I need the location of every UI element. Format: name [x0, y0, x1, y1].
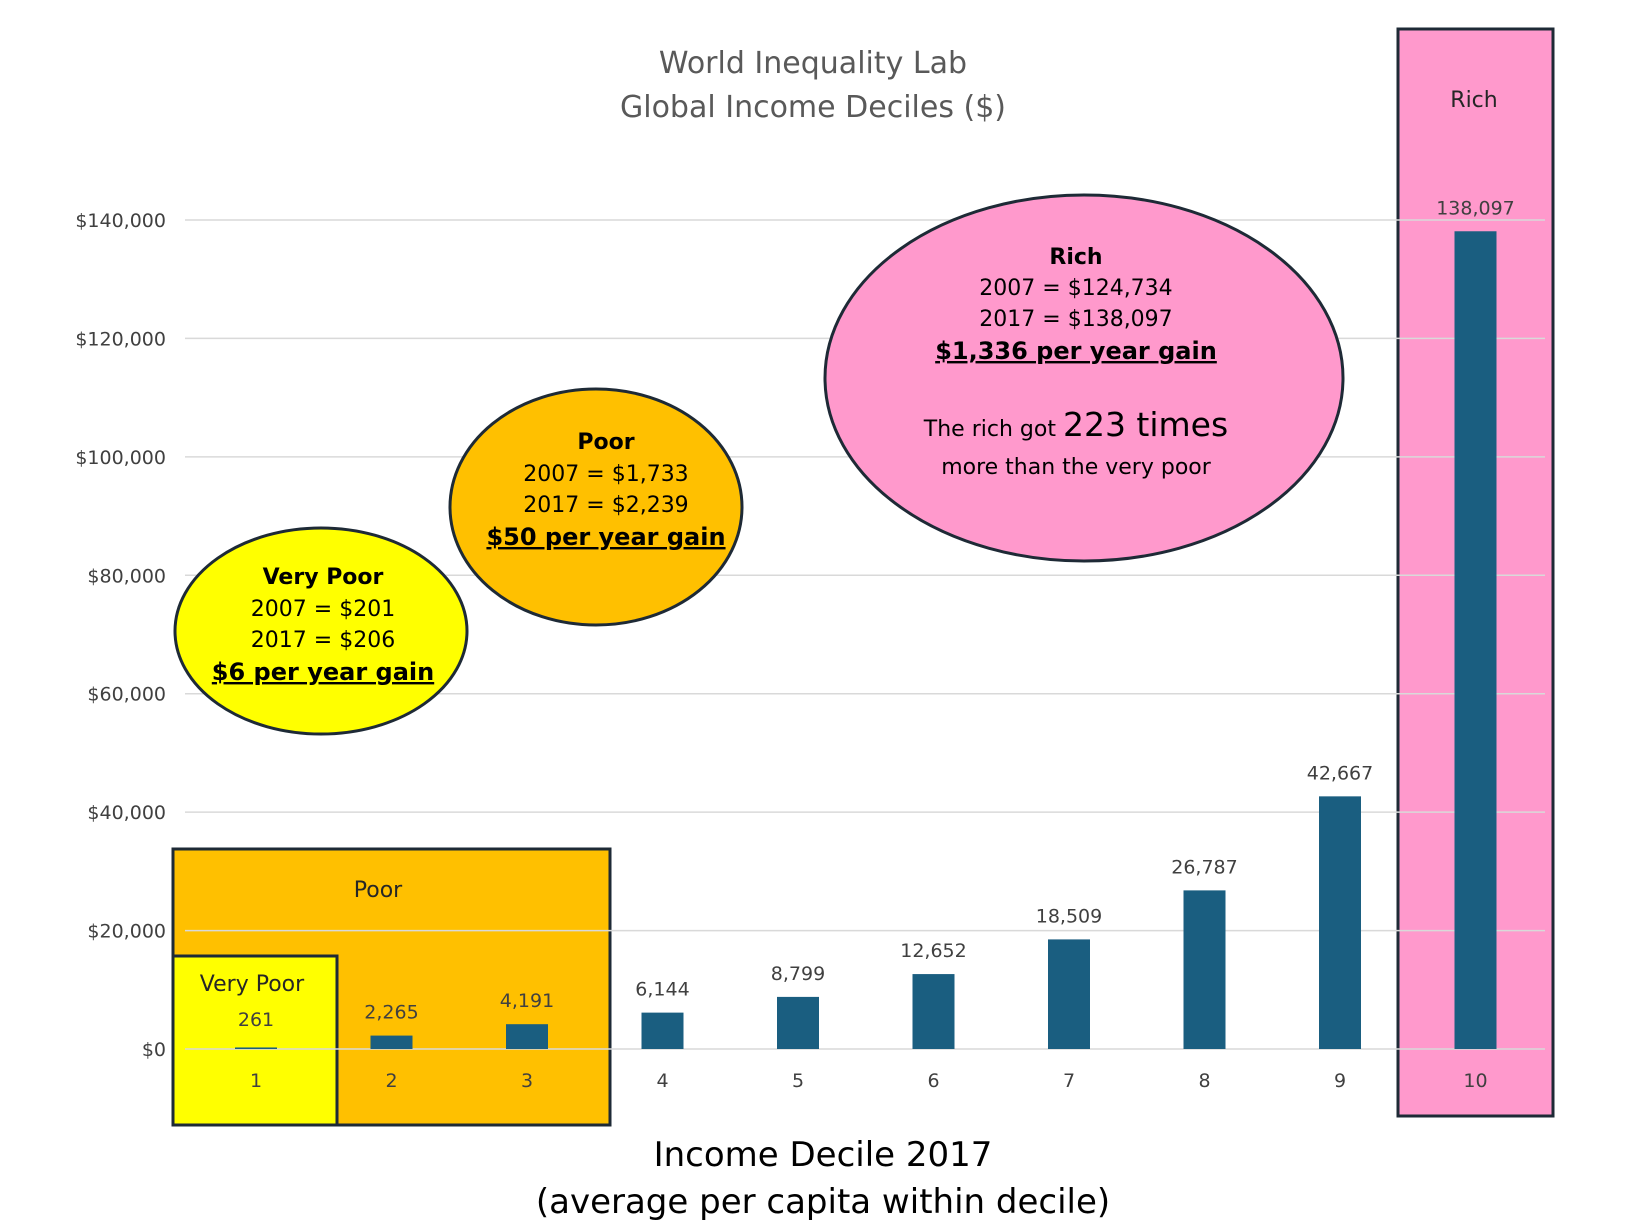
- bar-decile-3: [506, 1024, 548, 1049]
- poor-gain: $50 per year gain: [486, 523, 725, 551]
- x-tick-label: 10: [1463, 1070, 1487, 1092]
- data-label-decile-9: 42,667: [1307, 762, 1373, 784]
- y-tick-label: $120,000: [75, 328, 166, 350]
- x-tick-label: 6: [927, 1070, 939, 1092]
- rich-heading: Rich: [1049, 245, 1102, 270]
- very-poor-region-box: [171, 954, 339, 1127]
- very-poor-gain: $6 per year gain: [212, 658, 434, 686]
- rich-annotation: Rich 2007 = $124,734 2017 = $138,097 $1,…: [823, 193, 1345, 563]
- very-poor-heading: Very Poor: [263, 565, 384, 590]
- rich-note-pre: The rich got: [923, 417, 1063, 442]
- bars: [235, 231, 1497, 1049]
- data-label-decile-10: 138,097: [1436, 197, 1515, 219]
- poor-ellipse: [448, 387, 744, 627]
- rich-note-line1: The rich got 223 times: [923, 405, 1228, 444]
- x-tick-label: 2: [385, 1070, 397, 1092]
- y-tick-label: $0: [142, 1039, 166, 1061]
- y-tick-label: $100,000: [75, 447, 166, 469]
- y-axis-ticks: $0 $20,000 $40,000 $60,000 $80,000 $100,000 $1…: [75, 210, 166, 1061]
- x-tick-label: 4: [656, 1070, 668, 1092]
- bar-decile-6: [912, 974, 955, 1049]
- bar-decile-8: [1183, 890, 1226, 1049]
- x-axis-ticks: 1 2 3 4 5 6 7 8 9 10: [250, 1070, 1488, 1092]
- chart-subtitle: Global Income Deciles ($): [620, 90, 1006, 125]
- x-tick-label: 7: [1063, 1070, 1075, 1092]
- y-tick-label: $40,000: [87, 802, 166, 824]
- bar-decile-7: [1048, 939, 1090, 1049]
- poor-region-label: Poor: [354, 878, 403, 903]
- rich-2017: 2017 = $138,097: [979, 307, 1172, 332]
- rich-ellipse: [823, 193, 1345, 563]
- bar-decile-5: [777, 996, 819, 1049]
- very-poor-2017: 2017 = $206: [251, 628, 395, 653]
- bar-decile-10: [1454, 231, 1497, 1049]
- x-axis-label: Income Decile 2017: [654, 1135, 993, 1175]
- bar-decile-4: [641, 1012, 684, 1049]
- chart-title: World Inequality Lab: [659, 46, 967, 81]
- data-label-decile-5: 8,799: [771, 963, 825, 985]
- poor-2007: 2007 = $1,733: [523, 462, 688, 487]
- very-poor-2007: 2007 = $201: [251, 597, 395, 622]
- data-label-decile-7: 18,509: [1036, 905, 1102, 927]
- y-tick-label: $60,000: [87, 684, 166, 706]
- bar-decile-9: [1319, 796, 1361, 1049]
- x-tick-label: 3: [521, 1070, 533, 1092]
- poor-2017: 2017 = $2,239: [523, 493, 688, 518]
- poor-annotation: Poor 2007 = $1,733 2017 = $2,239 $50 per…: [448, 387, 744, 627]
- x-axis-sublabel: (average per capita within decile): [536, 1182, 1110, 1222]
- y-tick-label: $80,000: [87, 565, 166, 587]
- rich-note-big: 223 times: [1063, 405, 1228, 444]
- bar-decile-1: [235, 1047, 277, 1049]
- x-tick-label: 1: [250, 1070, 262, 1092]
- very-poor-annotation: Very Poor 2007 = $201 2017 = $206 $6 per…: [173, 526, 469, 736]
- rich-note-line2: more than the very poor: [941, 455, 1212, 480]
- data-label-decile-6: 12,652: [900, 940, 966, 962]
- data-labels: 261 2,265 4,191 6,144 8,799 12,652 18,509 26,78…: [238, 197, 1515, 1031]
- rich-gain: $1,336 per year gain: [935, 337, 1217, 365]
- data-label-decile-3: 4,191: [500, 990, 554, 1012]
- very-poor-region-label: Very Poor: [200, 972, 305, 997]
- rich-2007: 2007 = $124,734: [979, 276, 1172, 301]
- x-tick-label: 5: [792, 1070, 804, 1092]
- bar-decile-2: [370, 1035, 413, 1049]
- data-label-decile-2: 2,265: [364, 1002, 418, 1024]
- very-poor-ellipse: [173, 526, 469, 736]
- x-tick-label: 9: [1334, 1070, 1346, 1092]
- y-tick-label: $140,000: [75, 210, 166, 232]
- rich-region-label: Rich: [1450, 88, 1497, 113]
- y-tick-label: $20,000: [87, 921, 166, 943]
- data-label-decile-1: 261: [238, 1009, 274, 1031]
- data-label-decile-8: 26,787: [1171, 856, 1237, 878]
- x-tick-label: 8: [1198, 1070, 1210, 1092]
- poor-heading: Poor: [577, 430, 634, 455]
- data-label-decile-4: 6,144: [635, 979, 689, 1001]
